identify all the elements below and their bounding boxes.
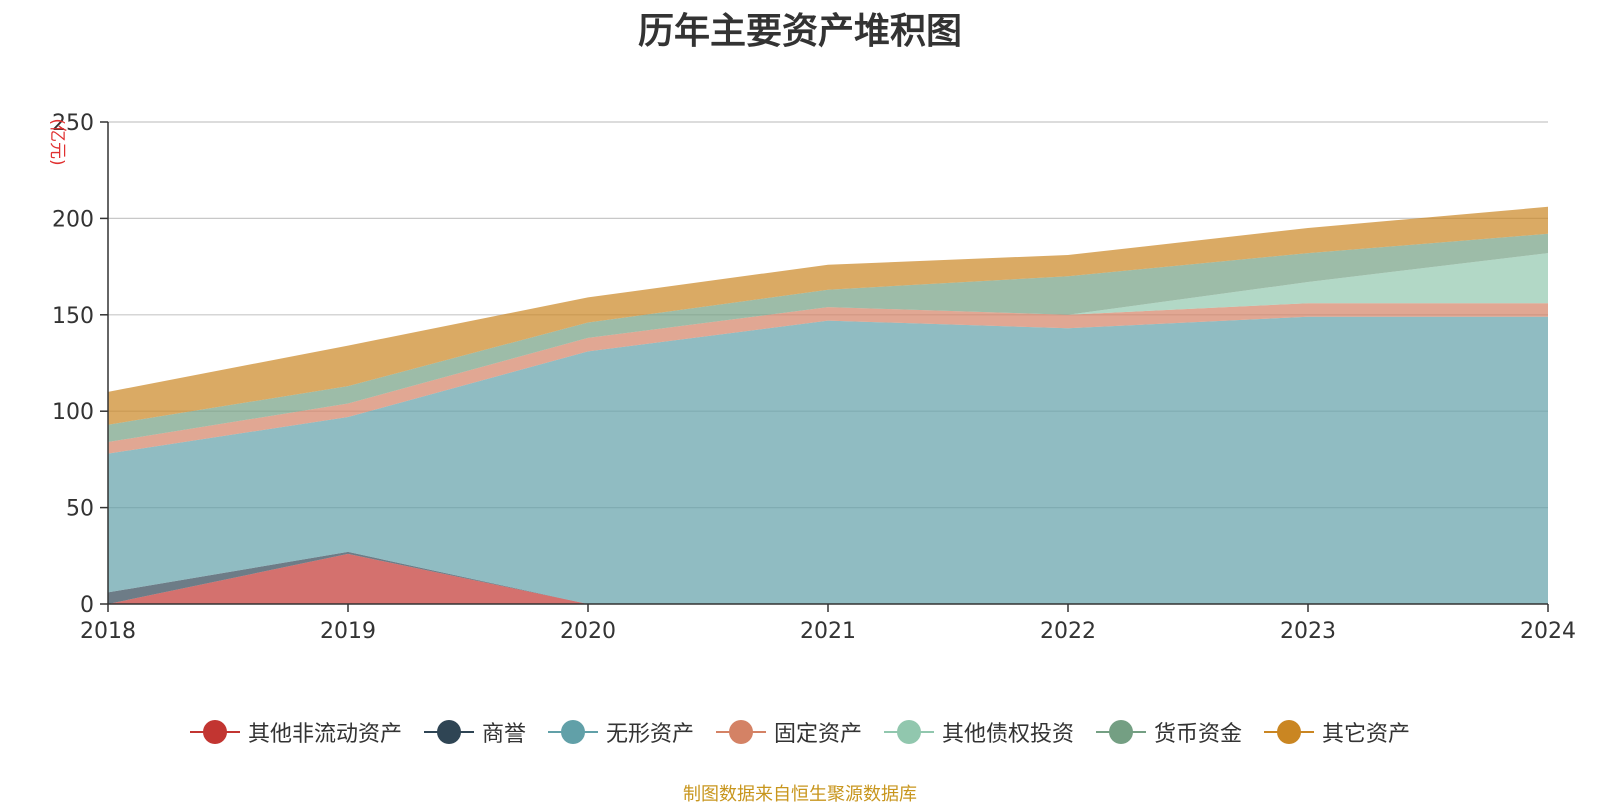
- legend-label: 其他债权投资: [942, 722, 1075, 747]
- area-series-0: [108, 553, 1548, 604]
- y-tick-label: 200: [52, 207, 94, 232]
- source-note: 制图数据来自恒生聚源数据库: [683, 784, 917, 805]
- legend-item[interactable]: 货币资金: [1096, 716, 1242, 748]
- x-tick-label: 2020: [560, 619, 616, 644]
- legend-marker-icon: [547, 720, 598, 744]
- legend-label: 固定资产: [773, 722, 862, 747]
- y-tick-label: 250: [52, 111, 94, 136]
- x-tick-label: 2021: [800, 619, 856, 644]
- area-series-layer: [108, 206, 1548, 604]
- legend-item[interactable]: 固定资产: [715, 716, 862, 748]
- legend-marker-icon: [189, 720, 240, 744]
- chart-title: 历年主要资产堆积图: [637, 11, 962, 52]
- legend-label: 其它资产: [1322, 722, 1411, 747]
- legend-label: 其他非流动资产: [247, 722, 402, 747]
- x-tick-label: 2018: [80, 619, 136, 644]
- legend-marker-icon: [1096, 720, 1147, 744]
- legend-label: 商誉: [481, 722, 526, 747]
- area-series-4: [108, 253, 1548, 442]
- legend-marker-icon: [715, 720, 766, 744]
- y-axis-unit-label: (亿元): [47, 118, 67, 165]
- x-tick-label: 2022: [1040, 619, 1096, 644]
- legend-marker-icon: [884, 720, 934, 744]
- x-tick-label: 2023: [1280, 619, 1336, 644]
- area-series-5: [108, 233, 1548, 442]
- legend-marker-icon: [1264, 720, 1315, 744]
- legend-item[interactable]: 其它资产: [1264, 716, 1410, 748]
- legend-item[interactable]: 商誉: [423, 716, 526, 748]
- legend: 其他非流动资产 商誉 无形资产 固定资产 其他债权投资 货币资金 其它资产: [0, 716, 1600, 748]
- legend-label: 货币资金: [1154, 722, 1243, 747]
- y-tick-label: 100: [52, 400, 94, 425]
- x-tick-label: 2024: [1520, 619, 1576, 644]
- y-tick-label: 0: [80, 593, 94, 618]
- legend-item[interactable]: 其他非流动资产: [189, 716, 402, 748]
- x-tick-label: 2019: [320, 619, 376, 644]
- area-series-6: [108, 206, 1548, 425]
- legend-item[interactable]: 无形资产: [547, 716, 694, 748]
- axes: [100, 121, 1549, 612]
- legend-marker-icon: [423, 720, 474, 744]
- y-tick-label: 150: [52, 304, 94, 329]
- y-tick-label: 50: [66, 497, 94, 522]
- tick-labels: 0 50 100 150 200 250 2018 2019 2020 2021 2022 2023 2…: [52, 111, 1576, 644]
- legend-item[interactable]: 其他债权投资: [884, 716, 1074, 748]
- legend-label: 无形资产: [605, 722, 694, 747]
- area-series-2: [108, 316, 1548, 604]
